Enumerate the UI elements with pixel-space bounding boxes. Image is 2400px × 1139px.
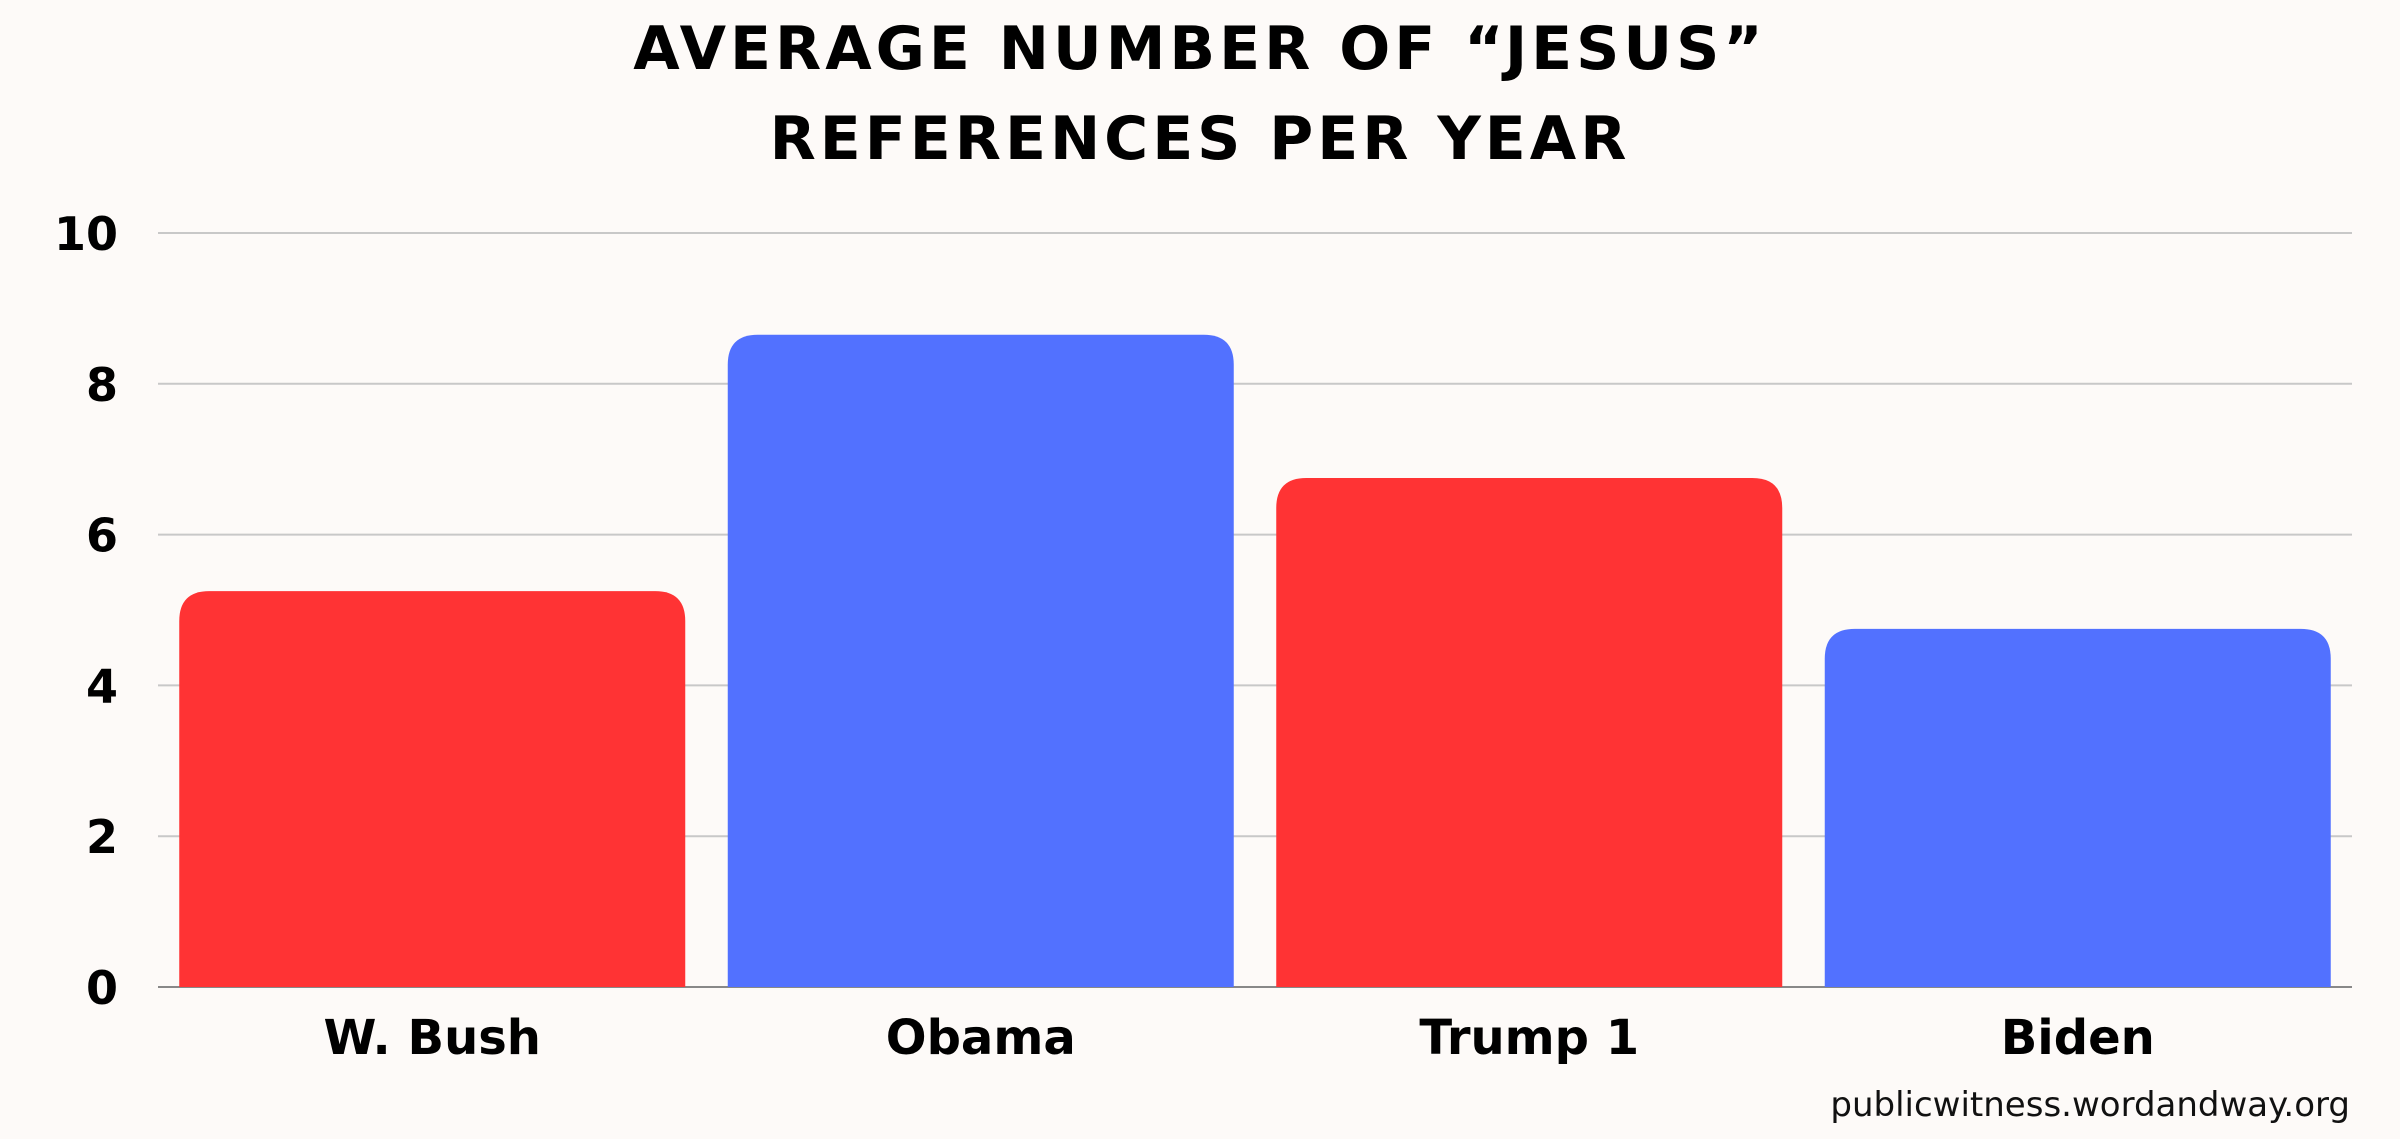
x-axis-labels: W. Bush Obama Trump 1 Biden — [324, 1010, 2155, 1066]
chart-title-line-2: REFERENCES PER YEAR — [769, 104, 1631, 174]
y-tick-label: 10 — [54, 207, 118, 261]
x-tick-label: Biden — [2001, 1010, 2155, 1066]
bar-biden — [1824, 628, 2331, 987]
y-tick-label: 4 — [86, 659, 118, 713]
x-tick-label: Trump 1 — [1419, 1010, 1639, 1066]
y-tick-label: 6 — [86, 509, 118, 563]
y-tick-label: 2 — [86, 810, 118, 864]
y-tick-label: 8 — [86, 358, 118, 412]
bar-trump-1 — [1276, 478, 1783, 987]
bar-obama — [727, 334, 1234, 987]
bar-w-bush — [179, 591, 686, 987]
chart-title-line-1: AVERAGE NUMBER OF “JESUS” — [633, 14, 1767, 84]
x-tick-label: Obama — [886, 1010, 1076, 1066]
chart-title: AVERAGE NUMBER OF “JESUS” REFERENCES PER… — [0, 4, 2400, 184]
x-tick-label: W. Bush — [324, 1010, 541, 1066]
y-axis-ticks: 0 2 4 6 8 10 — [54, 207, 118, 1015]
bars — [179, 334, 2331, 987]
source-credit: publicwitness.wordandway.org — [1830, 1085, 2350, 1125]
y-tick-label: 0 — [86, 961, 118, 1015]
